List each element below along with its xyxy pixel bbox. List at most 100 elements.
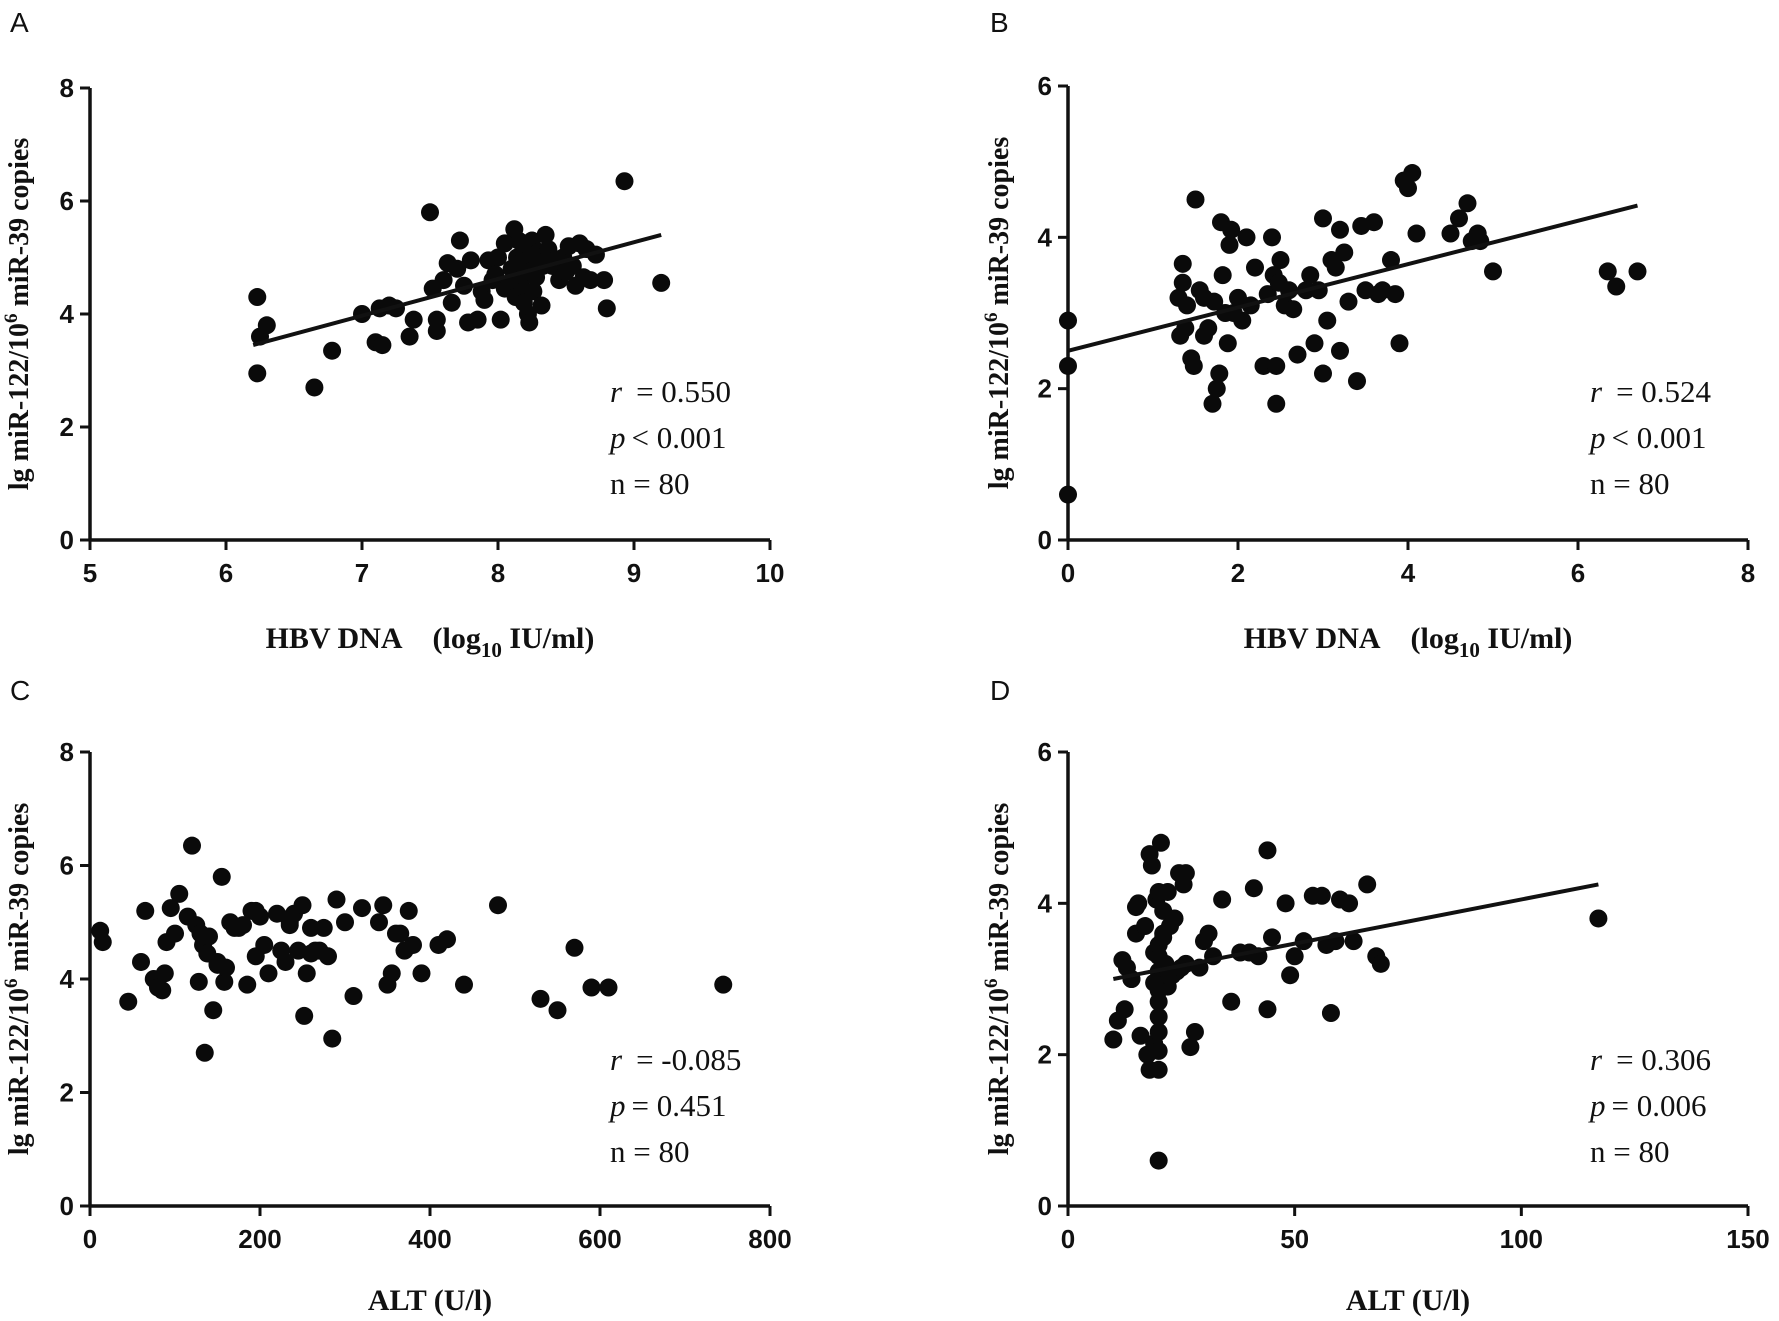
data-point <box>1407 224 1426 243</box>
data-point <box>1195 326 1213 345</box>
data-point <box>548 1001 567 1020</box>
data-point <box>161 899 180 918</box>
y-axis-label-superscript: 6 <box>1 979 22 989</box>
x-tick-label: 0 <box>1061 1224 1075 1254</box>
stat-r: r = -0.085 <box>610 1042 741 1077</box>
stat-p-value: = 0.006 <box>1612 1088 1707 1123</box>
data-point <box>1284 300 1303 319</box>
data-point <box>595 271 614 290</box>
x-tick-label: 0 <box>83 1224 97 1254</box>
data-point <box>1371 954 1390 973</box>
y-axis-label-tail: miR-39 copies <box>984 137 1015 313</box>
x-axis-label: HBV DNA (log10 IU/ml) <box>266 622 595 662</box>
data-point <box>1173 273 1192 292</box>
data-point <box>257 316 276 335</box>
data-point <box>200 927 218 946</box>
x-tick-label: 50 <box>1280 1224 1309 1254</box>
data-point <box>208 955 227 974</box>
data-point <box>1149 1007 1168 1026</box>
stat-n: n = 80 <box>1590 466 1669 501</box>
y-tick-label: 2 <box>1038 1040 1052 1070</box>
data-point <box>319 947 337 966</box>
data-point <box>1131 1026 1150 1045</box>
panel-letter: B <box>990 7 1009 38</box>
data-point <box>1203 394 1222 413</box>
regression-line <box>252 232 662 348</box>
stat-r: r = 0.306 <box>1590 1042 1711 1077</box>
stat-p: p = 0.006 <box>1588 1088 1706 1123</box>
data-point <box>1181 1038 1200 1057</box>
data-point <box>1059 311 1077 330</box>
data-point <box>295 1006 314 1025</box>
data-point <box>489 896 507 915</box>
x-axis-label-main: ALT (U/l) <box>368 1284 492 1317</box>
x-axis-label: HBV DNA (log10 IU/ml) <box>1244 622 1573 662</box>
data-point <box>268 904 286 923</box>
data-point <box>1301 266 1320 285</box>
x-tick-label: 8 <box>1741 558 1755 588</box>
data-point <box>1399 179 1417 198</box>
data-point <box>597 299 616 318</box>
data-point <box>302 944 320 963</box>
data-point <box>434 271 453 290</box>
data-point <box>132 952 150 971</box>
stat-p: p < 0.001 <box>1588 420 1706 455</box>
x-tick-label: 800 <box>748 1224 791 1254</box>
y-tick-label: 0 <box>1038 1191 1052 1221</box>
stat-n: n = 80 <box>1590 1134 1669 1169</box>
x-axis-label-main: HBV DNA (log <box>266 622 481 655</box>
data-point <box>404 935 422 954</box>
data-point <box>448 259 467 278</box>
y-axis-label-tail: miR-39 copies <box>984 803 1015 979</box>
data-point <box>1199 924 1218 943</box>
y-tick-label: 2 <box>1038 374 1052 404</box>
y-axis-label-main: lg miR-122/10 <box>4 323 35 490</box>
data-point <box>1165 909 1184 928</box>
y-axis-label-main: lg miR-122/10 <box>984 988 1015 1155</box>
data-point <box>1321 1004 1340 1023</box>
panel-c: C 0 2 4 6 8 0 200 400 600 800 ALT (U/l) lg miR-122/1… <box>1 675 792 1317</box>
data-point <box>1348 372 1366 391</box>
stat-r: r = 0.524 <box>1590 374 1712 409</box>
data-point <box>536 225 555 244</box>
data-point <box>336 913 354 932</box>
data-point <box>1318 311 1337 330</box>
data-point <box>1178 296 1196 315</box>
data-point <box>248 364 267 383</box>
data-point <box>565 938 584 957</box>
data-point <box>204 1001 223 1020</box>
stat-p: p = 0.451 <box>608 1088 726 1123</box>
data-point <box>495 234 514 253</box>
y-axis-label: lg miR-122/106 miR-39 copies <box>981 803 1015 1156</box>
data-point <box>1149 1151 1168 1170</box>
stat-r-value: = 0.550 <box>636 374 731 409</box>
x-axis-label-tail: IU/ml) <box>502 622 595 655</box>
data-point <box>1331 220 1349 239</box>
y-tick-label: 8 <box>60 737 74 767</box>
data-point <box>1358 875 1377 894</box>
data-point <box>276 952 295 971</box>
data-point <box>327 890 346 909</box>
data-point <box>524 282 543 301</box>
x-axis-label: ALT (U/l) <box>368 1284 492 1317</box>
data-point <box>475 290 494 309</box>
regression-line <box>1112 882 1599 981</box>
data-point <box>280 916 299 935</box>
data-point <box>1142 856 1161 875</box>
data-point <box>1281 966 1300 985</box>
stat-n: n = 80 <box>610 466 689 501</box>
data-point <box>714 975 733 994</box>
data-point <box>1312 886 1331 905</box>
y-tick-label: 4 <box>1038 888 1053 918</box>
data-point <box>1136 917 1155 936</box>
data-point <box>421 203 439 222</box>
data-point <box>1267 356 1286 375</box>
stat-r-value: = -0.085 <box>636 1042 741 1077</box>
data-point <box>248 288 267 307</box>
data-point <box>1207 379 1226 398</box>
data-point <box>1340 894 1359 913</box>
x-tick-label: 6 <box>219 558 233 588</box>
y-tick-label: 6 <box>60 851 74 881</box>
